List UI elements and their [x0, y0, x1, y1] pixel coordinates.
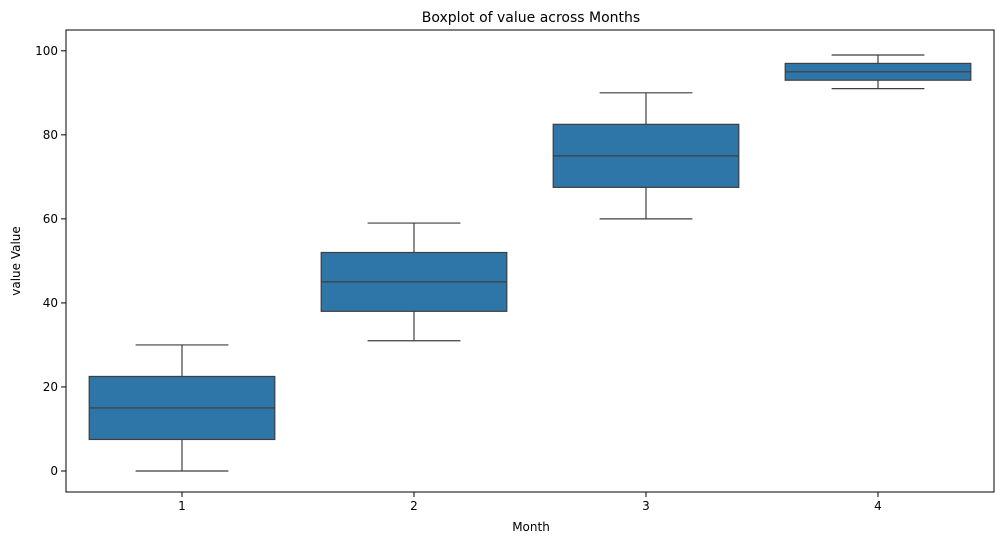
box-group-2 — [320, 222, 508, 342]
y-tick-label-0: 0 — [50, 464, 58, 478]
box-group-4 — [784, 54, 972, 90]
plot-frame — [65, 29, 995, 493]
x-tick-label-1: 1 — [178, 499, 186, 513]
y-tick-label-20: 20 — [43, 380, 58, 394]
y-axis-label: value Value — [9, 226, 23, 296]
y-tick-label-80: 80 — [43, 128, 58, 142]
x-tick-label-2: 2 — [410, 499, 418, 513]
x-tick-label-4: 4 — [874, 499, 882, 513]
y-tick-label-100: 100 — [35, 44, 58, 58]
y-tick-label-40: 40 — [43, 296, 58, 310]
box-group-3 — [552, 92, 740, 220]
chart-title: Boxplot of value across Months — [422, 10, 640, 26]
x-axis-label: Month — [512, 520, 550, 534]
x-axis: 1 2 3 4 — [178, 492, 882, 513]
plot-area — [88, 54, 972, 472]
x-tick-label-3: 3 — [642, 499, 650, 513]
y-axis: 0 20 40 60 80 100 — [35, 44, 66, 478]
y-tick-label-60: 60 — [43, 212, 58, 226]
box-group-1 — [88, 344, 276, 472]
